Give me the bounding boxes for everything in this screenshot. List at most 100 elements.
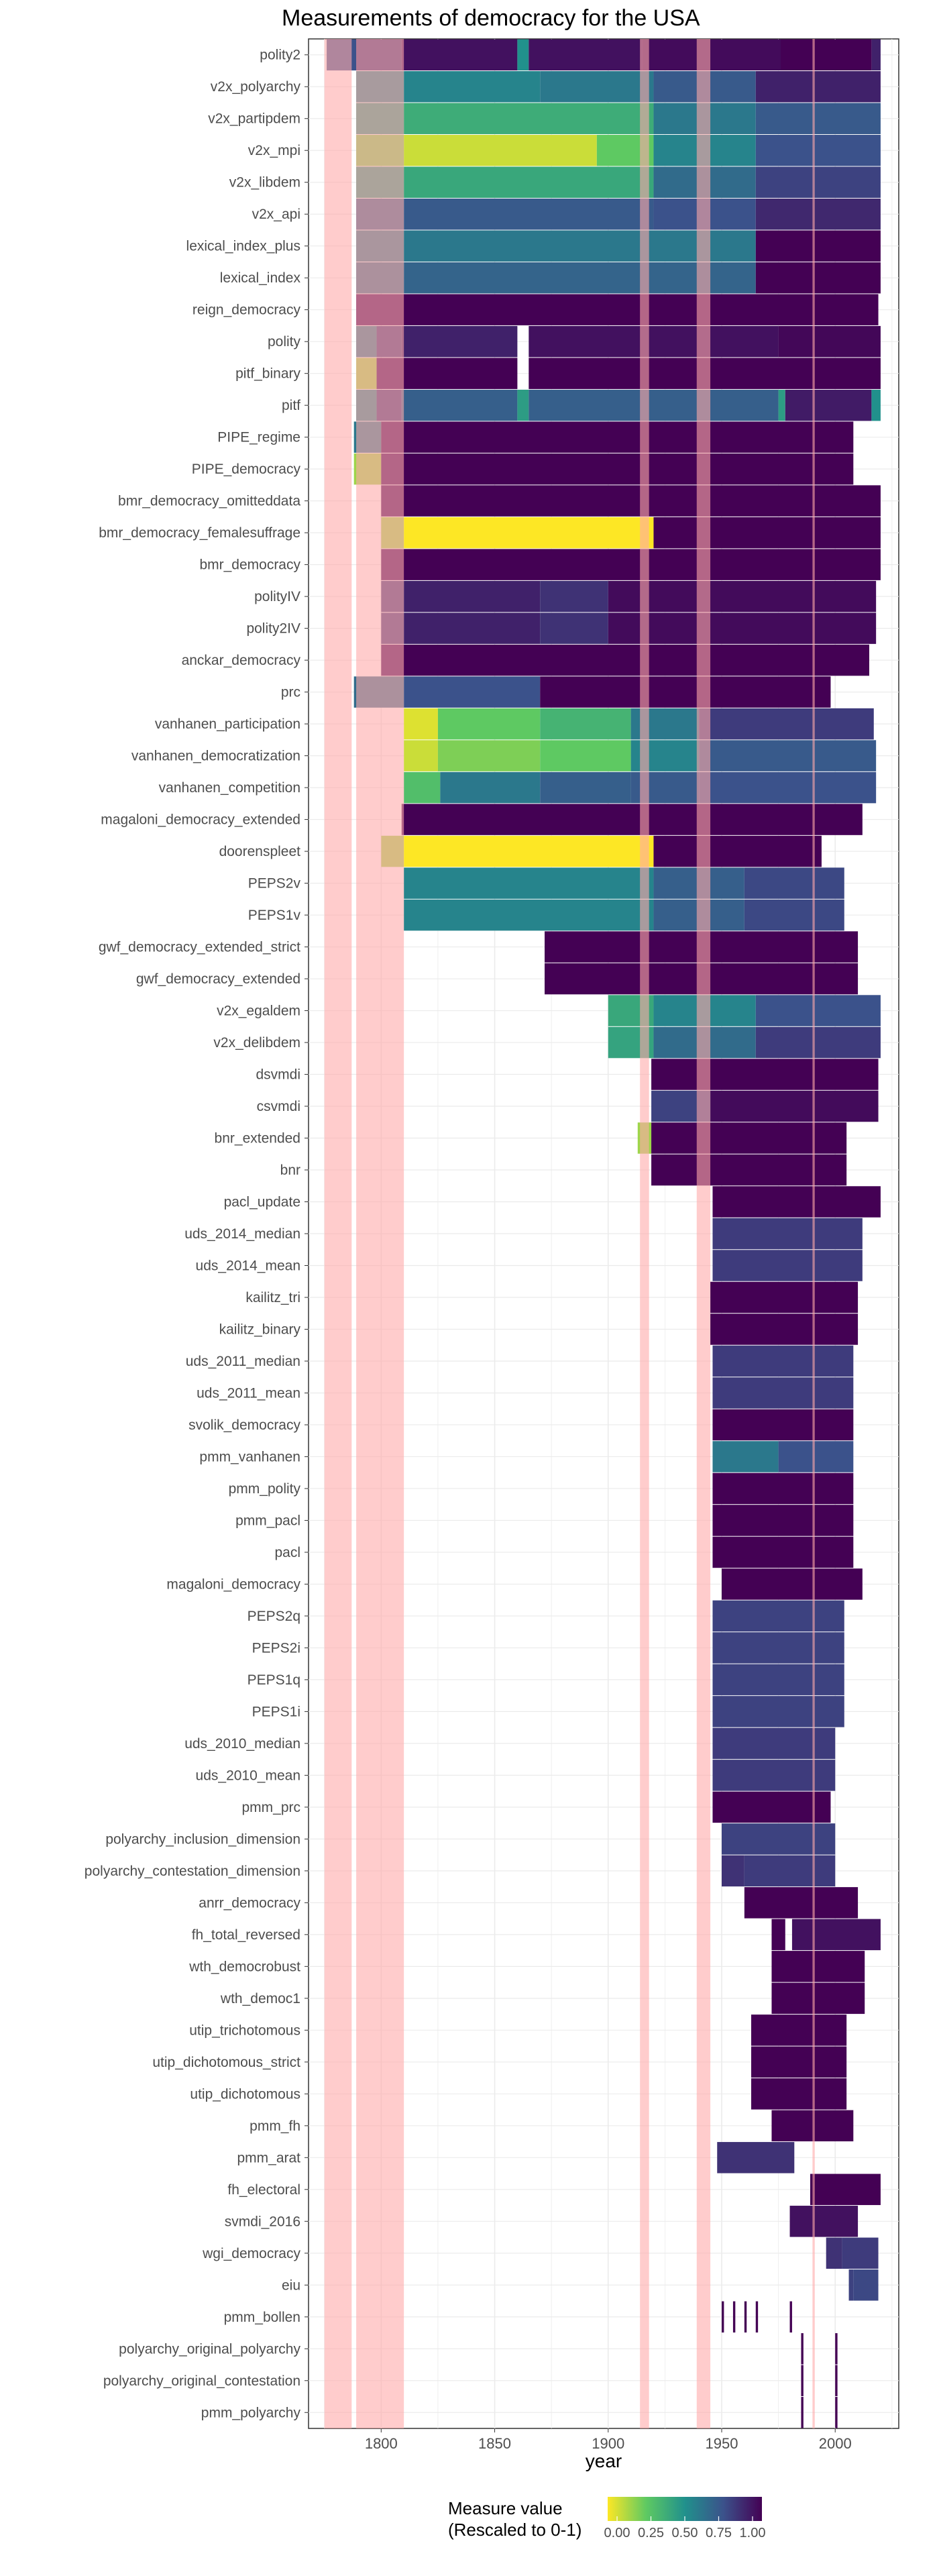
heatmap-cell — [732, 2301, 736, 2333]
heatmap-cell — [529, 39, 643, 70]
heatmap-cell — [755, 230, 881, 262]
heatmap-cell — [540, 771, 631, 804]
measure-label: bmr_democracy_femalesuffrage — [99, 525, 300, 541]
measure-label: pitf — [282, 398, 300, 413]
heatmap-cell — [778, 1441, 854, 1472]
highlight-band — [324, 39, 352, 2428]
heatmap-cell — [651, 1154, 847, 1186]
heatmap-cell — [642, 39, 781, 70]
heatmap-cell — [778, 389, 785, 421]
measure-label: wth_democrobust — [188, 1959, 300, 1974]
measure-label: polyarchy_original_contestation — [103, 2373, 300, 2389]
heatmap-cell — [404, 134, 597, 166]
heatmap-cell — [801, 2365, 804, 2397]
heatmap-cell — [785, 389, 872, 421]
heatmap-cell — [540, 676, 831, 708]
x-tick-label: 2000 — [819, 2435, 852, 2452]
measure-label: v2x_delibdem — [213, 1035, 300, 1051]
heatmap-cell — [356, 294, 879, 325]
chart-title: Measurements of democracy for the USA — [282, 5, 700, 31]
heatmap-cell — [755, 103, 881, 134]
heatmap-cell — [755, 262, 881, 294]
heatmap-cell — [712, 1345, 854, 1377]
heatmap-cell — [712, 1250, 863, 1281]
measure-label: anckar_democracy — [182, 653, 301, 668]
measure-label: fh_electoral — [227, 2182, 300, 2198]
measure-label: polity2 — [260, 48, 300, 63]
heatmap-cell — [842, 2237, 879, 2269]
measure-label: pmm_pacl — [235, 1513, 300, 1528]
x-axis-ticks: 1800 1850 1900 1950 2000 — [365, 2428, 852, 2452]
heatmap-cell — [755, 70, 881, 103]
heatmap-cell — [712, 1760, 836, 1791]
heatmap-cell — [717, 2142, 795, 2174]
heatmap-cell — [755, 995, 881, 1026]
heatmap-cell — [826, 2237, 842, 2269]
legend-tick-label: 0.00 — [604, 2526, 630, 2540]
x-axis-title: year — [586, 2451, 622, 2471]
heatmap-cell — [529, 389, 779, 421]
legend-tick-label: 1.00 — [740, 2526, 766, 2540]
heatmap-cell — [404, 899, 654, 931]
heatmap-cell — [810, 2174, 881, 2206]
heatmap-cell — [404, 198, 654, 230]
highlight-bands — [324, 39, 815, 2428]
heatmap-cell — [401, 389, 518, 421]
heatmap-cell — [712, 1472, 854, 1505]
measure-label: uds_2014_median — [184, 1226, 300, 1242]
heatmap-cell — [710, 1281, 859, 1313]
measure-label: v2x_libdem — [229, 175, 300, 191]
heatmap-cell — [653, 517, 881, 549]
measure-label: PIPE_regime — [217, 430, 300, 445]
heatmap-cell — [651, 1059, 879, 1090]
heatmap-cell — [404, 835, 654, 867]
measure-label: v2x_api — [252, 207, 300, 222]
x-tick-label: 1800 — [365, 2435, 398, 2452]
measure-label: kailitz_binary — [219, 1322, 301, 1337]
measure-label: pmm_polity — [229, 1481, 301, 1497]
legend-title-line2: (Rescaled to 0-1) — [448, 2520, 582, 2540]
heatmap-cell — [712, 1664, 844, 1696]
heatmap-cell — [755, 1026, 881, 1059]
measure-label: bmr_democracy — [199, 557, 300, 573]
heatmap-cell — [712, 1441, 779, 1472]
measure-label: gwf_democracy_extended_strict — [99, 940, 300, 955]
heatmap-cell — [744, 899, 844, 931]
heatmap-cell — [722, 1568, 863, 1600]
heatmap-cell — [540, 580, 608, 612]
measure-label: PEPS2v — [248, 876, 301, 892]
heatmap-cell — [540, 612, 608, 644]
heatmap-cell — [755, 2301, 759, 2333]
heatmap-cell — [801, 2333, 804, 2365]
measure-label: fh_total_reversed — [192, 1927, 300, 1943]
heatmap-cell — [653, 835, 822, 867]
heatmap-cell — [404, 612, 541, 644]
measure-label: wgi_democracy — [202, 2246, 300, 2261]
legend-tick-label: 0.25 — [638, 2526, 664, 2540]
heatmap-cell — [404, 676, 541, 708]
measure-label: pacl_update — [224, 1195, 300, 1210]
heatmap-cell — [404, 708, 438, 740]
heatmap-cell — [835, 2365, 838, 2397]
heatmap-cell — [801, 2397, 804, 2428]
heatmap-cell — [381, 421, 854, 453]
heatmap-cell — [744, 1855, 836, 1887]
heatmap-cell — [871, 389, 881, 421]
heatmap-cell — [517, 389, 529, 421]
measure-label: uds_2011_mean — [197, 1385, 300, 1401]
measure-label: uds_2011_median — [186, 1354, 300, 1369]
measure-label: polyarchy_inclusion_dimension — [105, 1831, 300, 1847]
measure-label: pmm_arat — [237, 2150, 300, 2165]
heatmap-cell — [871, 39, 881, 70]
measure-label: PEPS2i — [252, 1640, 300, 1656]
heatmap-cell — [778, 325, 881, 358]
measure-label: PEPS1v — [248, 908, 301, 923]
heatmap-cell — [712, 1727, 836, 1760]
measure-label: lexical_index_plus — [186, 239, 300, 254]
legend-title-line1: Measure value — [448, 2498, 563, 2518]
measure-label: pmm_vanhanen — [199, 1449, 300, 1464]
measure-label: PEPS2q — [247, 1609, 300, 1624]
heatmap-cell — [835, 2333, 838, 2365]
measure-label: bnr_extended — [215, 1131, 300, 1146]
